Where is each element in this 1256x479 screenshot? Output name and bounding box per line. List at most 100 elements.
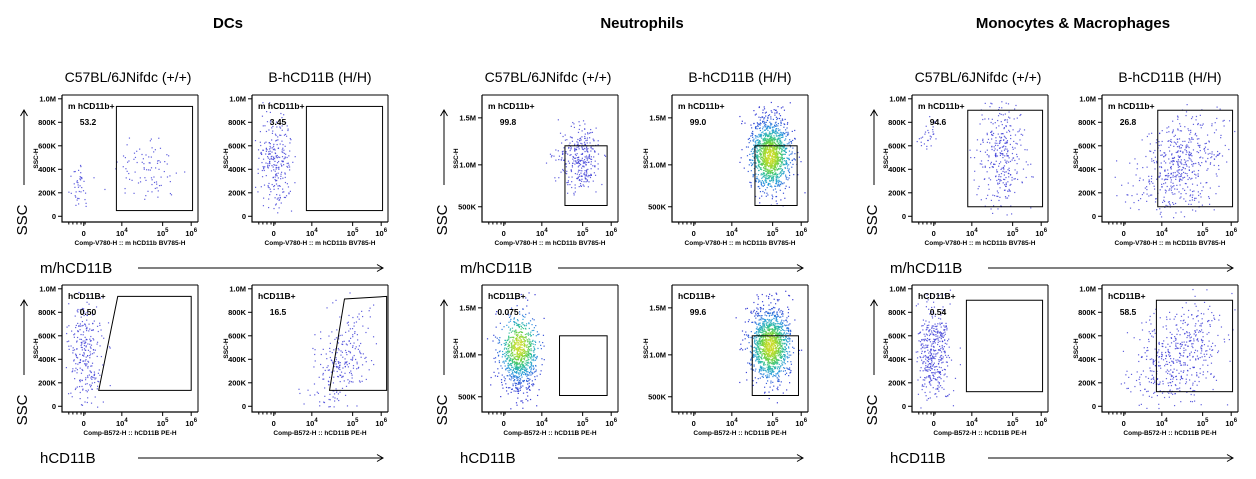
- data-point: [281, 140, 283, 142]
- data-point: [75, 326, 77, 329]
- data-point: [774, 157, 776, 160]
- data-point: [590, 146, 592, 148]
- data-point: [78, 190, 80, 193]
- data-point: [326, 358, 328, 360]
- data-point: [533, 367, 535, 369]
- data-point: [267, 167, 269, 169]
- data-point: [522, 380, 525, 383]
- data-point: [753, 349, 755, 352]
- data-point: [79, 398, 81, 400]
- data-point: [561, 151, 563, 153]
- data-point: [523, 348, 525, 350]
- data-point: [336, 398, 338, 400]
- data-point: [79, 323, 82, 325]
- data-point: [156, 162, 159, 164]
- data-point: [91, 362, 94, 364]
- data-point: [776, 149, 778, 151]
- data-point: [524, 336, 526, 338]
- data-point: [104, 188, 106, 191]
- data-point: [497, 352, 499, 354]
- data-point: [764, 358, 767, 360]
- data-point: [771, 352, 774, 354]
- data-point: [775, 150, 777, 152]
- data-point: [777, 343, 779, 345]
- data-point: [778, 337, 780, 339]
- data-point: [780, 107, 783, 109]
- data-point: [773, 361, 775, 363]
- data-point: [773, 362, 775, 365]
- data-point: [781, 348, 783, 350]
- data-point: [768, 183, 770, 185]
- data-point: [765, 148, 767, 151]
- data-point: [594, 160, 596, 162]
- data-point: [765, 168, 767, 170]
- data-point: [754, 141, 756, 143]
- data-point: [562, 170, 564, 172]
- data-point: [756, 122, 758, 124]
- data-point: [347, 324, 350, 326]
- data-point: [765, 173, 767, 175]
- data-point: [779, 143, 781, 145]
- data-point: [772, 176, 774, 179]
- data-point: [342, 376, 344, 378]
- data-point: [355, 358, 357, 361]
- data-point: [361, 364, 364, 366]
- data-point: [766, 152, 769, 155]
- data-point: [760, 307, 762, 310]
- data-point: [580, 185, 583, 188]
- y-tick-label: 0: [242, 212, 246, 221]
- data-point: [523, 349, 525, 352]
- data-point: [567, 181, 569, 184]
- data-point: [498, 340, 501, 342]
- y-tick-label: 500K: [458, 392, 477, 401]
- data-point: [776, 118, 778, 121]
- data-point: [783, 126, 785, 128]
- data-point: [571, 186, 573, 189]
- data-point: [346, 405, 349, 407]
- data-point: [520, 368, 522, 371]
- data-point: [368, 310, 370, 312]
- data-point: [68, 340, 70, 342]
- data-point: [772, 159, 774, 161]
- data-point: [519, 387, 521, 389]
- data-point: [760, 331, 762, 333]
- data-point: [526, 355, 528, 358]
- data-point: [771, 136, 773, 138]
- data-point: [777, 335, 779, 337]
- data-point: [739, 115, 741, 118]
- data-point: [365, 378, 367, 381]
- data-point: [511, 348, 513, 351]
- data-point: [788, 143, 790, 145]
- data-point: [770, 337, 773, 340]
- data-point: [770, 160, 772, 162]
- data-point: [80, 346, 82, 348]
- data-point: [770, 309, 772, 311]
- data-point: [778, 379, 780, 381]
- data-point: [498, 351, 501, 353]
- data-point: [755, 322, 757, 324]
- data-point: [782, 153, 784, 155]
- data-point: [341, 334, 343, 336]
- data-point: [759, 148, 761, 151]
- data-point: [756, 157, 758, 159]
- data-point: [557, 150, 559, 152]
- data-point: [85, 377, 87, 379]
- data-point: [754, 144, 756, 146]
- data-point: [759, 147, 761, 149]
- data-point: [759, 187, 761, 190]
- data-point: [332, 363, 334, 365]
- data-point: [581, 178, 583, 180]
- data-point: [750, 331, 752, 333]
- data-point: [777, 117, 779, 119]
- data-point: [588, 155, 590, 157]
- data-point: [770, 321, 772, 323]
- data-point: [786, 321, 788, 323]
- data-point: [769, 126, 771, 128]
- data-point: [569, 142, 571, 144]
- data-point: [550, 156, 553, 158]
- data-point: [83, 344, 86, 347]
- data-point: [320, 353, 322, 356]
- data-point: [762, 148, 764, 150]
- data-point: [784, 129, 787, 131]
- data-point: [786, 133, 789, 135]
